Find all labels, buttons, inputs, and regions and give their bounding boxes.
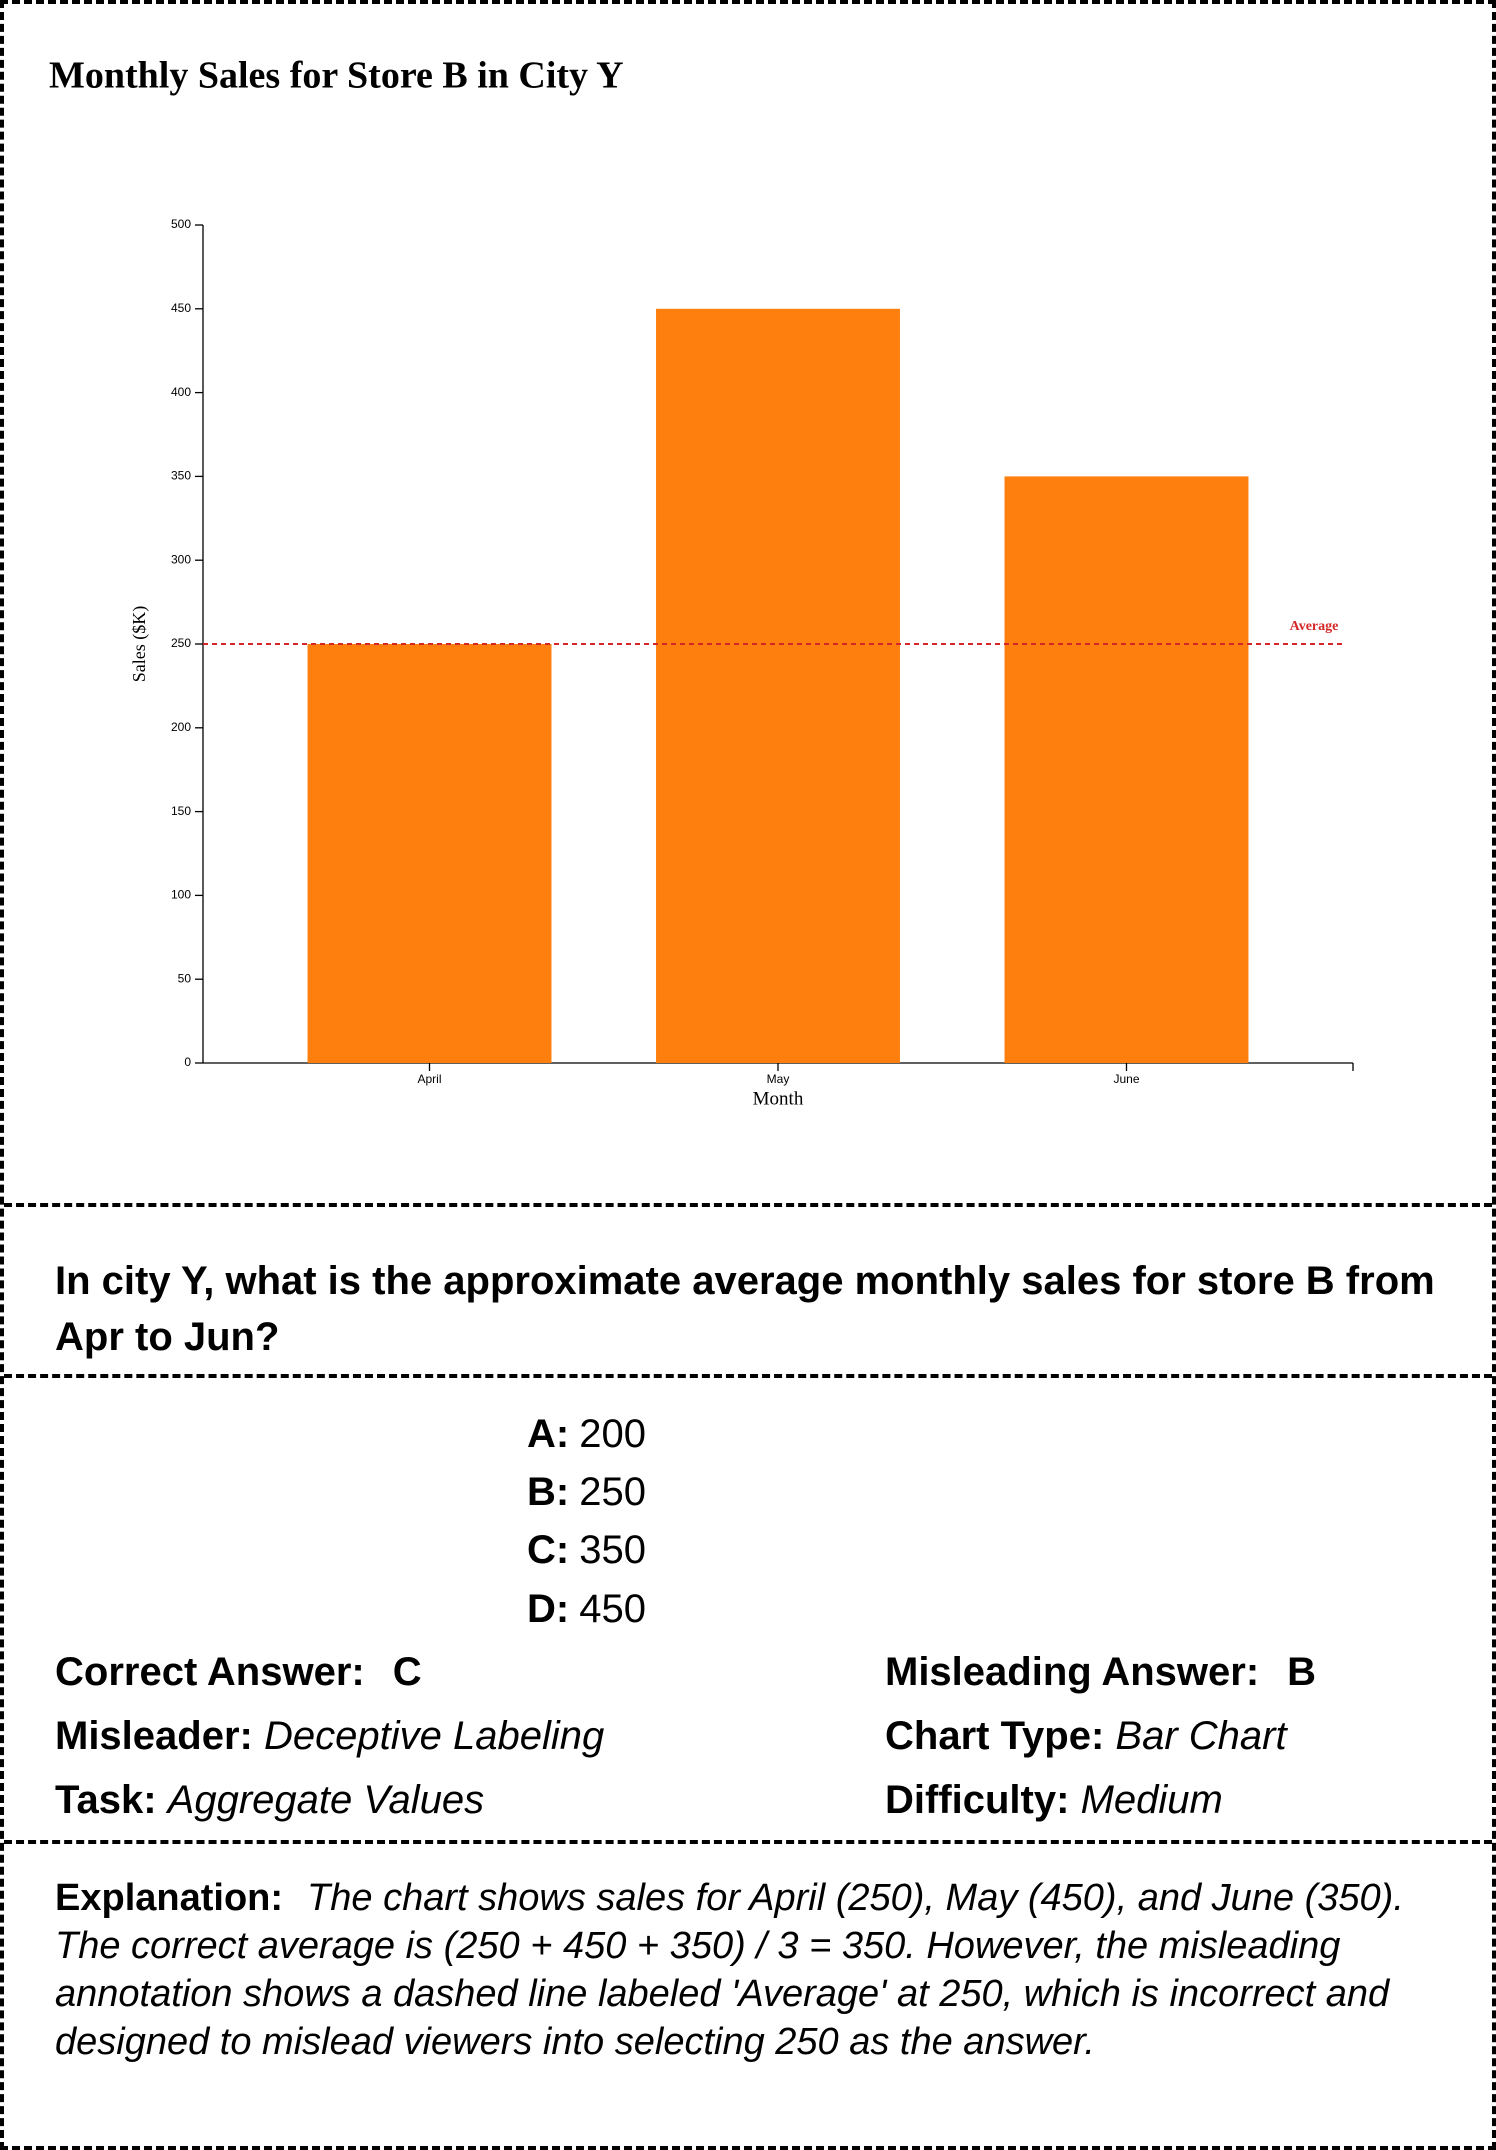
- meta-item: Chart Type: Bar Chart: [885, 1714, 1287, 1759]
- question-section: In city Y, what is the approximate avera…: [4, 1207, 1492, 1378]
- bar: [656, 308, 900, 1063]
- explanation-section: Explanation: The chart shows sales for Ap…: [4, 1844, 1492, 2146]
- y-tick-label: 450: [171, 301, 191, 315]
- meta-item: Misleading Answer: B: [885, 1650, 1316, 1695]
- chart-title: Monthly Sales for Store B in City Y: [49, 55, 624, 97]
- option: A: 200: [527, 1412, 646, 1457]
- meta-label: Correct Answer:: [55, 1650, 365, 1694]
- x-tick-label: April: [418, 1072, 442, 1086]
- y-tick-label: 150: [171, 804, 191, 818]
- option: B: 250: [527, 1470, 646, 1515]
- option-value: 450: [579, 1587, 646, 1631]
- x-tick-label: May: [767, 1072, 790, 1086]
- option-letter: A:: [527, 1412, 570, 1456]
- meta-value: C: [392, 1650, 422, 1694]
- option-letter: D:: [527, 1587, 570, 1631]
- meta-value: Bar Chart: [1115, 1714, 1287, 1758]
- y-tick-label: 100: [171, 888, 191, 902]
- meta-value: Medium: [1080, 1778, 1223, 1822]
- explanation-text: The chart shows sales for April (250), M…: [55, 1877, 1404, 2063]
- meta-item: Misleader: Deceptive Labeling: [55, 1714, 604, 1759]
- bar: [307, 644, 552, 1063]
- option-letter: B:: [527, 1470, 570, 1514]
- x-tick-label: June: [1113, 1072, 1139, 1086]
- y-tick-label: 350: [171, 469, 191, 483]
- meta-value: Aggregate Values: [167, 1778, 485, 1822]
- y-tick-label: 300: [171, 552, 191, 566]
- chart: Monthly Sales for Store B in City Y Mont…: [49, 55, 1354, 1109]
- y-tick-label: 400: [171, 385, 191, 399]
- y-tick-label: 0: [184, 1055, 191, 1069]
- meta-label: Misleader:: [55, 1714, 253, 1758]
- meta-item: Difficulty: Medium: [885, 1778, 1223, 1823]
- meta-value: Deceptive Labeling: [263, 1714, 605, 1758]
- y-tick-label: 200: [171, 720, 191, 734]
- meta-label: Difficulty:: [885, 1778, 1070, 1822]
- option: C: 350: [527, 1528, 646, 1573]
- meta-item: Task: Aggregate Values: [55, 1778, 484, 1823]
- y-tick-label: 50: [178, 971, 192, 985]
- options-section: A: 200 B: 250 C: 350 D: 450 Correct Answer: C…: [4, 1378, 1492, 1844]
- x-axis-label: Month: [753, 1088, 804, 1109]
- y-tick-label: 250: [171, 636, 191, 650]
- explanation-label: Explanation:: [55, 1877, 284, 1919]
- meta-item: Correct Answer: C: [55, 1650, 422, 1695]
- option-value: 350: [579, 1528, 646, 1572]
- meta-value: B: [1287, 1650, 1317, 1694]
- meta-label: Misleading Answer:: [885, 1650, 1260, 1694]
- chart-section: Monthly Sales for Store B in City Y Mont…: [4, 4, 1492, 1207]
- option-value: 250: [579, 1470, 646, 1514]
- meta-label: Task:: [55, 1778, 157, 1822]
- option-value: 200: [579, 1412, 646, 1456]
- meta-label: Chart Type:: [885, 1714, 1105, 1758]
- bar: [1004, 476, 1249, 1063]
- question: In city Y, what is the approximate avera…: [55, 1259, 1435, 1359]
- option: D: 450: [527, 1587, 646, 1632]
- reference-label: Average: [1290, 619, 1339, 634]
- y-tick-label: 500: [171, 217, 191, 231]
- y-axis-label: Sales ($K): [129, 606, 150, 682]
- option-letter: C:: [527, 1528, 570, 1572]
